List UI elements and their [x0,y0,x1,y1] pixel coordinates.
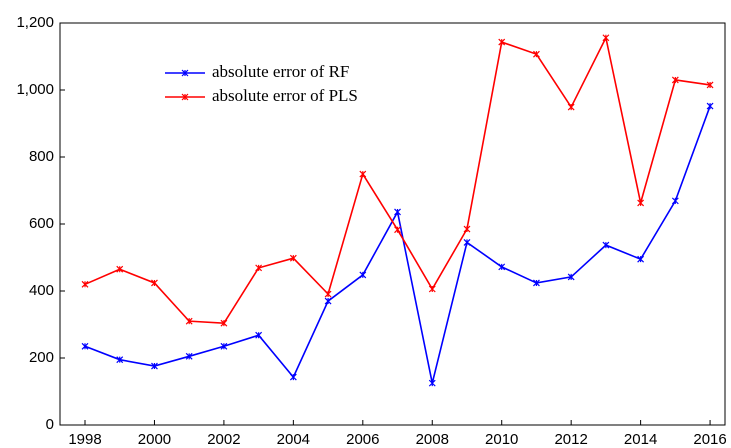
x-tick-label: 2006 [346,431,379,448]
point-marker [602,241,610,249]
y-tick-label: 1,200 [16,14,54,31]
y-tick-label: 400 [29,282,54,299]
point-marker [220,319,228,327]
x-tick-label: 2002 [207,431,240,448]
point-marker [181,69,189,77]
point-marker [671,197,679,205]
point-marker [116,356,124,364]
y-tick-label: 200 [29,349,54,366]
point-marker [498,263,506,271]
point-marker [637,255,645,263]
point-marker [602,34,610,42]
point-marker [81,342,89,350]
point-marker [533,50,540,58]
y-tick-label: 0 [46,416,54,433]
x-tick-label: 2014 [624,431,657,448]
point-marker [359,170,367,178]
x-tick-label: 2004 [277,431,310,448]
point-marker [567,103,575,111]
point-marker [463,239,471,246]
point-marker [185,352,193,360]
point-marker [706,102,714,110]
point-marker [151,279,158,287]
point-marker [637,199,645,207]
x-tick-label: 2016 [693,431,726,448]
x-tick-label: 2010 [485,431,518,448]
series-line [84,105,711,384]
point-marker [324,290,332,298]
point-marker [394,208,401,216]
point-marker [185,317,193,325]
y-tick-label: 600 [29,215,54,232]
series-line [84,35,711,324]
point-marker [428,285,436,293]
point-marker [463,225,471,233]
point-marker [533,279,540,287]
point-marker [255,264,263,272]
x-tick-label: 2008 [416,431,449,448]
point-marker [324,297,332,305]
legend-label: absolute error of RF [212,62,349,81]
point-marker [359,271,367,279]
point-marker [428,379,436,387]
point-marker [671,76,679,84]
point-marker [394,226,401,234]
point-marker [289,254,297,262]
point-marker [706,81,714,89]
point-marker [498,38,506,46]
x-tick-label: 1998 [68,431,101,448]
x-tick-label: 2000 [138,431,171,448]
point-marker [81,280,89,288]
legend-label: absolute error of PLS [212,86,358,105]
point-marker [567,273,575,281]
y-tick-label: 1,000 [16,81,54,98]
point-marker [220,342,228,350]
point-marker [151,362,158,370]
point-marker [289,373,297,381]
point-marker [255,331,263,339]
point-marker [116,265,124,273]
y-tick-label: 800 [29,148,54,165]
point-marker [181,93,189,101]
x-tick-label: 2012 [554,431,587,448]
